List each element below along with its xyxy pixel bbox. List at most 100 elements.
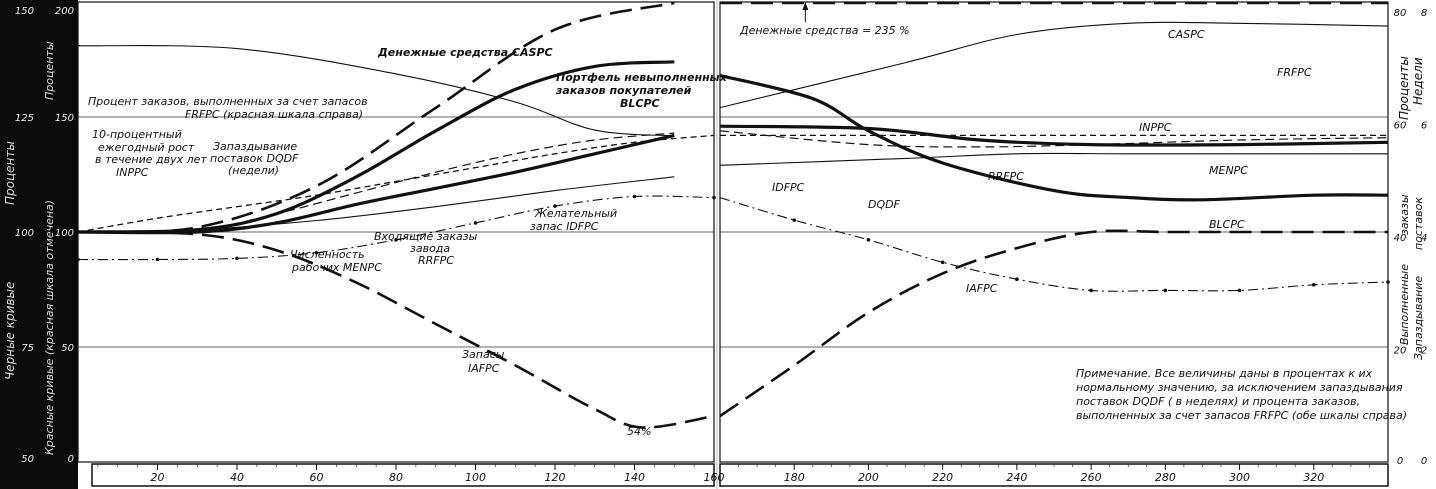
caspc-offscale-arrow-head [802, 2, 809, 10]
annotation-min-54: 54% [627, 425, 651, 438]
annotation-blcpc-2: заказов покупателей [555, 84, 692, 97]
annotation-dqdf-1: Запаздывание [213, 140, 297, 153]
series-idfpc-left [77, 176, 675, 233]
marker-dqdf [1386, 280, 1390, 284]
right-pct-tick-40: 40 [1394, 233, 1407, 244]
right-weeks-tick-0: 0 [1421, 456, 1427, 467]
left-black-axis-sub: Проценты [3, 141, 17, 205]
annotation-inppc-4: INPPC [116, 166, 149, 179]
right-pct-tick-80: 80 [1394, 8, 1407, 19]
annotation-menpc-right: MENPC [1209, 164, 1248, 177]
marker-dqdf [866, 238, 871, 242]
annotation-idfpc-2: запас IDFPC [530, 220, 599, 233]
x-tick-label-40: 40 [230, 471, 244, 484]
x-axis-box-right [719, 463, 1389, 487]
right-weeks-tick-4: 4 [1421, 233, 1427, 244]
annotation-iafpc-right: IAFPC [966, 282, 998, 295]
annotation-frfpc-1: Процент заказов, выполненных за счет зап… [88, 95, 368, 108]
annotation-inppc-2: ежегодный рост [98, 141, 195, 154]
marker-dqdf [553, 204, 557, 208]
left-black-tick-125: 125 [15, 113, 34, 124]
marker-dqdf [632, 194, 637, 199]
marker-dqdf [940, 260, 945, 265]
series-caspc-left [77, 1, 675, 234]
left-black-axis-label: Черные кривые [3, 282, 17, 380]
left-black-tick-50: 50 [21, 454, 34, 465]
marker-dqdf [76, 257, 80, 262]
annotation-rrfpc-3: RRFPC [418, 254, 454, 267]
marker-dqdf [235, 256, 239, 261]
annotation-iafpc-1: Запасы [462, 348, 505, 361]
annotation-menpc-1: Численность [290, 248, 365, 261]
series-iafpc-right [719, 229, 1388, 418]
right-weeks-tick-2: 2 [1421, 346, 1427, 357]
marker-dqdf [792, 218, 797, 222]
right-axis-label-percent: Проценты [1397, 56, 1411, 120]
annotation-inppc-right: INPPC [1139, 121, 1172, 134]
left-black-tick-75: 75 [21, 343, 34, 354]
x-tick-label-280: 280 [1155, 471, 1176, 484]
left-red-tick-150: 150 [55, 113, 74, 124]
annotation-frfpc-2: FRFPC (красная шкала справа) [185, 108, 363, 121]
annotation-rrfpc-2: завода [410, 242, 450, 255]
right-axis-label-dqdf-2: поставок [1412, 197, 1425, 250]
series-frfpc-left [77, 45, 675, 137]
annotation-rrfpc-1: Входящие заказы [374, 230, 478, 243]
right-pct-tick-60: 60 [1394, 121, 1407, 132]
annotation-dqdf-2: поставок DQDF [210, 152, 299, 165]
x-tick-label-180: 180 [784, 471, 805, 484]
right-weeks-tick-6: 6 [1421, 121, 1427, 132]
note-line-4: выполненных за счет запасов FRFPC (обе ш… [1076, 409, 1407, 422]
marker-dqdf [712, 195, 716, 200]
left-black-tick-100: 100 [15, 228, 34, 239]
annotation-blcpc-right: BLCPC [1209, 218, 1245, 231]
annotation-idfpc-1: Желательный [534, 207, 617, 220]
marker-dqdf [1163, 288, 1168, 293]
annotation-inppc-3: в течение двух лет [95, 153, 207, 166]
annotation-inppc-1: 10-процентный [92, 128, 182, 141]
series-menpc-right [719, 124, 1389, 147]
x-tick-label-240: 240 [1006, 471, 1027, 484]
annotation-caspc-title: Денежные средства CASPC [377, 46, 553, 59]
annotation-iafpc-2: IAFPC [468, 362, 500, 375]
annotation-menpc-2: рабочих MENPC [291, 261, 382, 274]
marker-dqdf [1311, 283, 1316, 287]
series-inppc-left [77, 134, 715, 233]
x-tick-label-60: 60 [310, 471, 324, 484]
series-dqdf-left [77, 195, 715, 261]
series-markers [76, 2, 1390, 293]
marker-dqdf [1015, 277, 1019, 281]
left-red-axis-sub: Проценты [43, 41, 56, 100]
series-menpc-left [77, 133, 675, 235]
left-red-tick-0: 0 [68, 454, 74, 465]
series-frfpc-right [719, 21, 1389, 109]
right-weeks-tick-8: 8 [1421, 8, 1427, 19]
annotation-blcpc-3: BLCPC [620, 97, 660, 110]
marker-dqdf [314, 250, 319, 255]
x-tick-label-80: 80 [389, 471, 403, 484]
series-rrfpc-right [719, 130, 1389, 148]
left-black-tick-150: 150 [15, 6, 34, 17]
series-layer [77, 1, 1389, 429]
note-line-3: поставок DQDF ( в неделях) и процента за… [1076, 395, 1360, 408]
right-pct-tick-0: 0 [1397, 456, 1403, 467]
x-tick-label-100: 100 [465, 471, 486, 484]
note-line-2: нормальному значению, за исключением зап… [1076, 381, 1403, 394]
right-pct-tick-20: 20 [1394, 346, 1407, 357]
marker-dqdf [1237, 288, 1242, 293]
left-red-axis-label: Красные кривые (красная шкала отмечена) [43, 200, 56, 455]
annotation-dqdf-3: (недели) [228, 164, 279, 177]
x-tick-label-300: 300 [1229, 471, 1250, 484]
x-tick-label-260: 260 [1081, 471, 1102, 484]
right-axis-label-rfc-2: заказы [1398, 194, 1411, 235]
marker-dqdf [394, 238, 398, 242]
annotation-caspc-235: Денежные средства = 235 % [739, 24, 910, 37]
annotation-caspc-right: CASPC [1168, 28, 1205, 41]
left-axis-strip [0, 0, 78, 489]
series-blcpc-right [719, 74, 1389, 202]
marker-dqdf [155, 257, 160, 262]
left-red-tick-200: 200 [55, 6, 74, 17]
x-tick-label-160: 160 [704, 471, 725, 484]
x-tick-label-320: 320 [1303, 471, 1324, 484]
